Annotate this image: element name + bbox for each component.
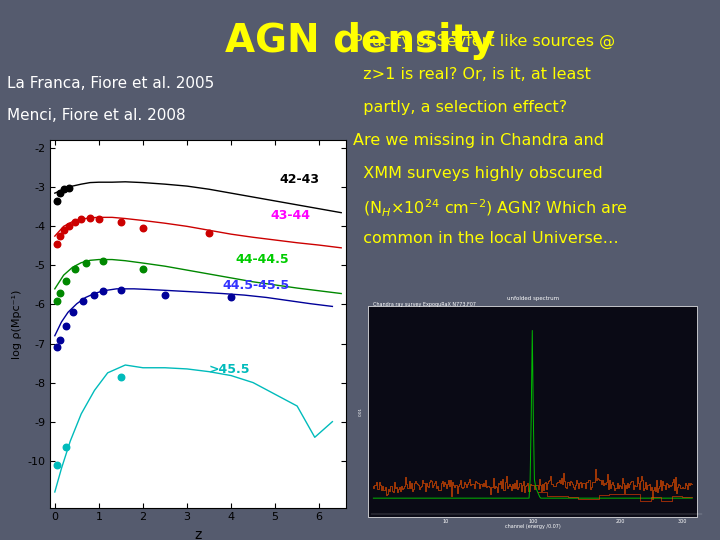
Point — [59, 185, 71, 193]
Point — [51, 460, 63, 469]
Text: La Franca, Fiore et al. 2005: La Franca, Fiore et al. 2005 — [7, 76, 215, 91]
Point — [138, 224, 149, 233]
Text: unfolded spectrum: unfolded spectrum — [507, 296, 559, 301]
Point — [69, 217, 81, 226]
Point — [63, 221, 75, 230]
Point — [97, 287, 109, 295]
Text: Are we missing in Chandra and: Are we missing in Chandra and — [353, 133, 604, 148]
Text: 44-44.5: 44-44.5 — [235, 253, 289, 266]
Point — [115, 373, 127, 381]
Text: >45.5: >45.5 — [209, 363, 251, 376]
Point — [76, 215, 87, 224]
Text: 44.5-45.5: 44.5-45.5 — [222, 279, 289, 292]
Point — [89, 291, 100, 299]
Point — [84, 213, 96, 222]
Point — [97, 257, 109, 266]
Text: Paucity of Seyfert like sources @: Paucity of Seyfert like sources @ — [353, 35, 615, 50]
Point — [54, 189, 66, 198]
Point — [159, 291, 171, 299]
Text: partly, a selection effect?: partly, a selection effect? — [353, 100, 567, 115]
Point — [63, 184, 75, 192]
Text: AGN density: AGN density — [225, 22, 495, 59]
Text: Chandra ray survey ExpoquRaX N773.F07: Chandra ray survey ExpoquRaX N773.F07 — [374, 302, 477, 307]
Point — [93, 214, 104, 223]
Point — [60, 443, 71, 451]
Text: 100: 100 — [528, 519, 538, 524]
Point — [115, 217, 127, 226]
Text: (N$_H$$\times$10$^{24}$ cm$^{-2}$) AGN? Which are: (N$_H$$\times$10$^{24}$ cm$^{-2}$) AGN? … — [353, 198, 627, 219]
Point — [51, 240, 63, 248]
Text: 10: 10 — [442, 519, 449, 524]
Text: 43-44: 43-44 — [271, 210, 311, 222]
Point — [60, 322, 71, 330]
X-axis label: z: z — [194, 528, 202, 540]
Point — [80, 259, 91, 268]
Text: z>1 is real? Or, is it, at least: z>1 is real? Or, is it, at least — [353, 67, 590, 82]
FancyBboxPatch shape — [368, 306, 698, 517]
Point — [68, 308, 79, 316]
Point — [59, 226, 71, 234]
Point — [51, 197, 63, 205]
Text: 300: 300 — [678, 519, 687, 524]
Text: XMM surveys highly obscured: XMM surveys highly obscured — [353, 165, 603, 180]
Point — [203, 229, 215, 238]
Text: Menci, Fiore et al. 2008: Menci, Fiore et al. 2008 — [7, 108, 186, 123]
Text: 0.01: 0.01 — [359, 407, 363, 416]
Point — [54, 288, 66, 297]
Text: 42-43: 42-43 — [279, 173, 320, 186]
Point — [115, 285, 127, 294]
Point — [54, 232, 66, 240]
Point — [138, 265, 149, 274]
Y-axis label: log ρ(Mpc⁻¹): log ρ(Mpc⁻¹) — [12, 289, 22, 359]
Point — [51, 296, 63, 305]
Point — [60, 276, 71, 285]
Point — [78, 296, 89, 305]
Text: common in the local Universe…: common in the local Universe… — [353, 231, 618, 246]
Point — [54, 335, 66, 344]
Point — [69, 265, 81, 274]
Point — [225, 293, 237, 302]
Point — [51, 343, 63, 352]
Text: channel (energy /0.07): channel (energy /0.07) — [505, 524, 561, 529]
Text: 200: 200 — [616, 519, 625, 524]
